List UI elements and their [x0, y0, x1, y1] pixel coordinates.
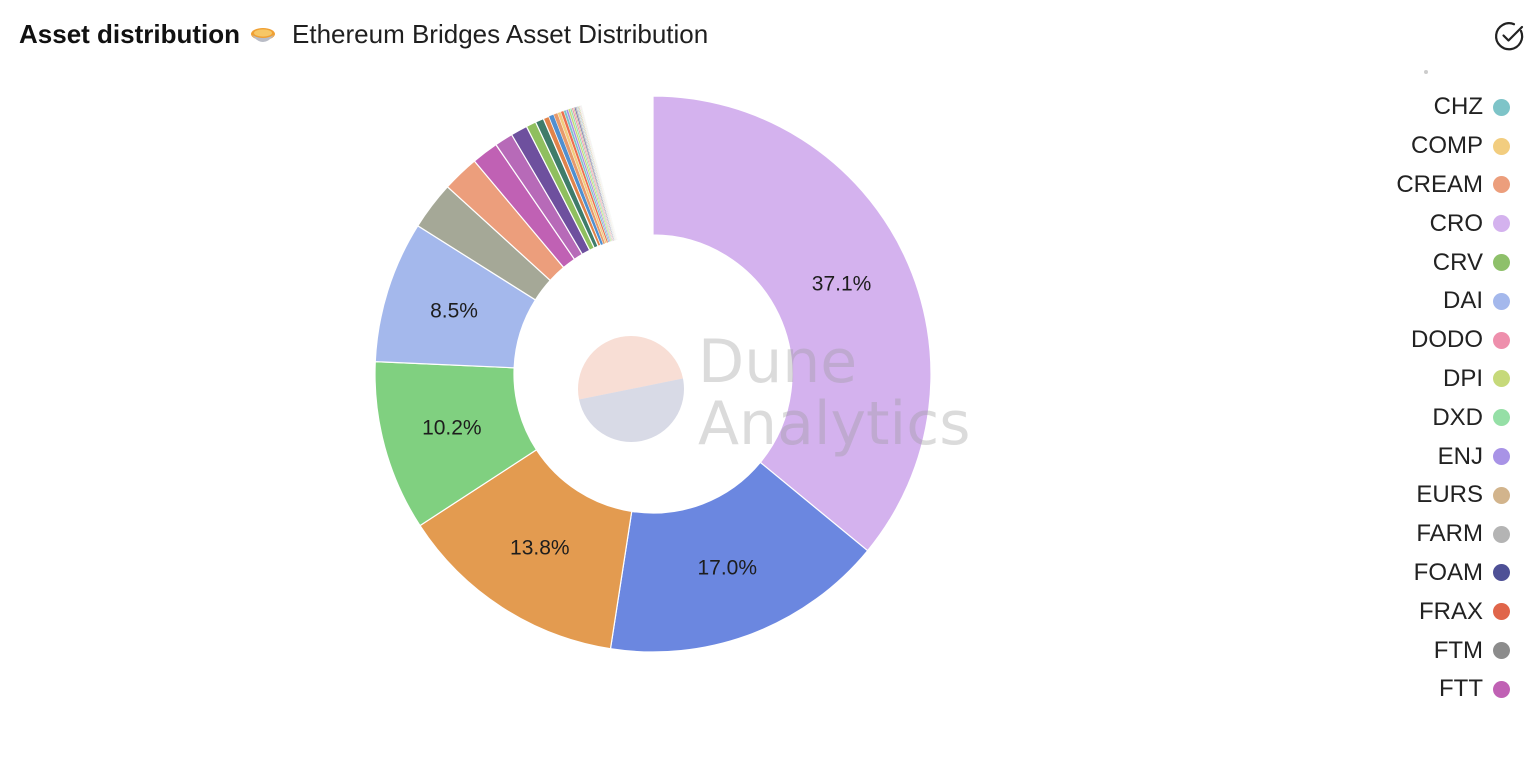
legend-swatch [1493, 564, 1510, 582]
legend-item-cream[interactable]: CREAM [1396, 166, 1510, 205]
legend-item-label: ENJ [1437, 442, 1483, 470]
legend-item-label: CREAM [1396, 170, 1483, 198]
slice-label: 13.8% [510, 537, 570, 560]
legend-swatch [1493, 486, 1510, 504]
donut-slice[interactable] [609, 461, 869, 653]
legend-item-eurs[interactable]: EURS [1396, 476, 1510, 515]
donut-slices [374, 95, 932, 653]
legend-swatch [1493, 254, 1510, 272]
chart-title: Ethereum Bridges Asset Distribution [292, 18, 709, 49]
donut-slice[interactable] [580, 105, 618, 240]
legend-item-label: CRV [1432, 248, 1483, 276]
legend-swatch [1493, 642, 1510, 660]
legend-item-label: DPI [1442, 364, 1483, 392]
legend-item-label: FARM [1416, 520, 1483, 548]
dashboard-title[interactable]: Asset distribution [19, 18, 241, 49]
legend-item-enj[interactable]: ENJ [1396, 437, 1510, 476]
chart-header: Asset distribution Ethereum Bridges Asse… [19, 14, 708, 54]
legend-item-label: FOAM [1413, 558, 1483, 586]
legend-item-label: CRO [1429, 209, 1483, 237]
legend-item-dpi[interactable]: DPI [1396, 360, 1510, 399]
legend-item-label: DAI [1442, 287, 1483, 315]
legend-swatch [1493, 98, 1510, 116]
slice-labels: 37.1% 17.0% 13.8% 10.2% 8.5% [422, 273, 871, 580]
chart-legend: CHZ COMP CREAM CRO CRV DAI DODO DPI DXD ENJ EURS FA… [1310, 66, 1510, 752]
legend-list: CHZ COMP CREAM CRO CRV DAI DODO DPI DXD ENJ EURS FA… [1396, 88, 1510, 709]
legend-swatch [1493, 292, 1510, 310]
slice-label: 17.0% [697, 556, 757, 579]
legend-swatch [1493, 448, 1510, 466]
legend-scroll-indicator [1424, 70, 1428, 74]
legend-swatch [1493, 176, 1510, 194]
donut-slice[interactable] [652, 95, 932, 552]
legend-swatch [1493, 137, 1510, 155]
check-icon[interactable] [1494, 20, 1526, 52]
legend-item-cro[interactable]: CRO [1396, 204, 1510, 243]
legend-swatch [1493, 525, 1510, 543]
legend-swatch [1493, 680, 1510, 698]
watermark-text-dune: Dune [698, 327, 857, 397]
pie-emoji-icon [250, 23, 276, 45]
legend-swatch [1493, 215, 1510, 233]
legend-item-label: FTT [1439, 675, 1483, 703]
dune-logo-icon [578, 335, 685, 443]
slice-label: 10.2% [422, 416, 482, 439]
legend-item-crv[interactable]: CRV [1396, 243, 1510, 282]
legend-swatch [1493, 409, 1510, 427]
slice-label: 8.5% [430, 299, 478, 322]
donut-chart: Dune Analytics 37.1% 17.0% 13.8% 10.2% 8.5% [0, 60, 1360, 752]
legend-item-comp[interactable]: COMP [1396, 127, 1510, 166]
legend-item-dxd[interactable]: DXD [1396, 398, 1510, 437]
donut-slice[interactable] [419, 448, 633, 650]
legend-item-label: FTM [1433, 636, 1483, 664]
legend-item-farm[interactable]: FARM [1396, 515, 1510, 554]
legend-item-label: EURS [1416, 481, 1483, 509]
legend-item-label: CHZ [1433, 93, 1483, 121]
watermark-text-analytics: Analytics [698, 389, 970, 459]
donut-chart-svg: Dune Analytics 37.1% 17.0% 13.8% 10.2% 8.5% [374, 95, 970, 653]
legend-item-label: DODO [1411, 326, 1483, 354]
legend-item-chz[interactable]: CHZ [1396, 88, 1510, 127]
dune-watermark: Dune Analytics [578, 327, 970, 459]
legend-item-label: COMP [1411, 132, 1483, 160]
legend-item-ftm[interactable]: FTM [1396, 631, 1510, 670]
legend-item-ftt[interactable]: FTT [1396, 670, 1510, 709]
legend-item-dodo[interactable]: DODO [1396, 321, 1510, 360]
legend-swatch [1493, 331, 1510, 349]
legend-swatch [1493, 603, 1510, 621]
legend-item-label: FRAX [1418, 597, 1483, 625]
legend-item-foam[interactable]: FOAM [1396, 554, 1510, 593]
slice-label: 37.1% [812, 273, 872, 296]
legend-swatch [1493, 370, 1510, 388]
legend-item-frax[interactable]: FRAX [1396, 592, 1510, 631]
legend-item-label: DXD [1432, 403, 1483, 431]
legend-item-dai[interactable]: DAI [1396, 282, 1510, 321]
